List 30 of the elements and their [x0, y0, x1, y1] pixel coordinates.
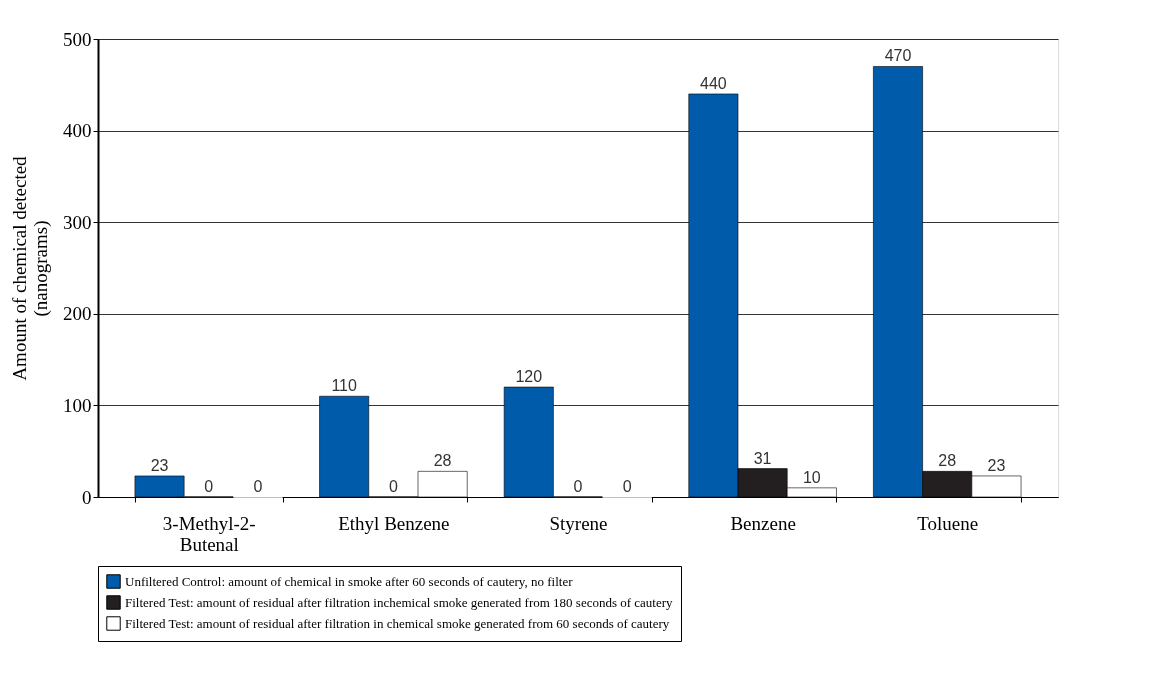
y-tick-label: 400: [63, 120, 92, 142]
y-tick-label: 0: [82, 486, 92, 508]
y-axis-title: Amount of chemical detected (nanograms): [9, 155, 52, 381]
legend-label: Unfiltered Control: amount of chemical in smoke after 60 seconds of cautery, no filter: [125, 573, 574, 589]
data-label: 0: [573, 478, 583, 495]
data-label: 31: [753, 449, 772, 467]
data-label: 0: [204, 478, 214, 495]
data-label: 0: [253, 478, 263, 495]
data-label: 28: [433, 452, 452, 470]
y-tick-label: 500: [63, 28, 92, 50]
data-label: 120: [515, 368, 543, 386]
data-label: 23: [150, 456, 169, 474]
x-tick-label: Ethyl Benzene: [338, 512, 450, 534]
x-tick-label: Toluene: [917, 512, 979, 534]
legend-label: Filtered Test: amount of residual after filtration inchemical smoke generated from 180 seconds of cautery: [125, 594, 674, 610]
data-label: 28: [938, 452, 957, 470]
x-tick-label: Benzene: [730, 512, 796, 534]
data-label: 110: [331, 377, 358, 395]
y-tick-label: 300: [63, 211, 92, 233]
legend-label: Filtered Test: amount of residual after filtration in chemical smoke generated from 60 seconds of cautery: [125, 615, 670, 631]
data-label: 10: [802, 468, 821, 486]
data-label: 0: [622, 478, 632, 495]
data-label: 470: [884, 47, 912, 65]
x-tick-label: Styrene: [549, 512, 608, 534]
y-tick-label: 200: [63, 303, 92, 325]
data-label: 0: [388, 478, 398, 495]
data-label: 23: [987, 456, 1006, 474]
y-tick-label: 100: [63, 394, 92, 416]
data-label: 440: [700, 74, 727, 92]
x-tick-label: 3-Methyl-2- Butenal: [162, 512, 256, 555]
